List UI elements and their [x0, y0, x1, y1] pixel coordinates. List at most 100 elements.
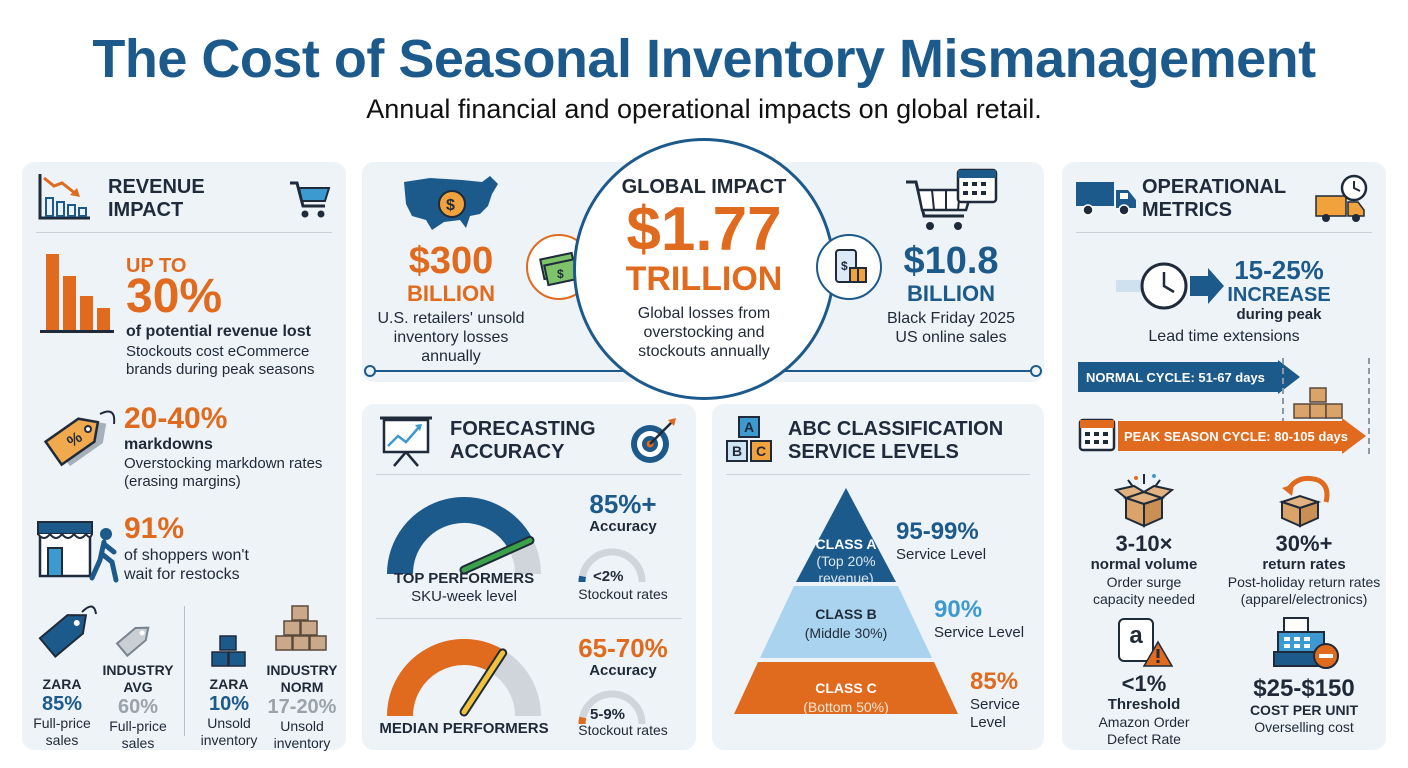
order-surge-value: 3-10×	[1115, 531, 1173, 556]
mini-gauge-fill	[578, 716, 587, 725]
operational-heading-line1: OPERATIONAL	[1142, 176, 1287, 198]
shopper-leaving-store-icon	[37, 521, 119, 583]
black-friday-desc-1: Black Friday 2025	[886, 310, 1016, 327]
amazon-letter: a	[1118, 618, 1154, 662]
gauge-needle	[461, 650, 506, 715]
oversell-cost-value: $25-$150	[1253, 675, 1355, 702]
compare-industry-unsold-value: 17-20%	[267, 696, 337, 718]
median-performers-label: MEDIAN PERFORMERS	[379, 720, 549, 737]
class-c-name: CLASS C	[815, 680, 877, 696]
global-impact-desc-3: stockouts annually	[638, 343, 770, 360]
falling-bars-icon	[40, 254, 114, 333]
compare-industry-fullprice-desc-1: Full-price	[109, 718, 167, 734]
median-stockout-label: Stockout rates	[578, 722, 668, 738]
bursting-box-icon	[1114, 474, 1174, 528]
us-losses-desc-2: inventory losses	[393, 329, 509, 346]
global-impact-circle	[573, 138, 835, 400]
shopping-cart-icon	[290, 181, 331, 218]
revenue-up-to: UP TO	[126, 255, 187, 277]
top-performers-gauge	[387, 497, 541, 575]
global-impact-desc-1: Global losses from	[637, 305, 771, 322]
lead-time-unit: INCREASE	[1227, 284, 1331, 306]
global-impact-desc-2: overstocking and	[643, 324, 765, 341]
forecasting-heading-line1: FORECASTING	[450, 418, 596, 440]
us-losses-desc-1: U.S. retailers' unsold	[377, 310, 525, 327]
amazon-warning-icon: a	[1118, 618, 1176, 668]
class-b-name: CLASS B	[815, 606, 877, 622]
global-impact-unit: TRILLION	[625, 260, 783, 298]
svg-text:$: $	[557, 267, 564, 281]
compare-zara-fullprice-desc-1: Full-price	[33, 715, 91, 731]
mini-gauge-track	[578, 690, 646, 725]
compare-industry-norm-name-1: INDUSTRY	[266, 662, 338, 678]
revenue-lost-desc-2: brands during peak seasons	[126, 361, 315, 378]
compare-zara-unsold-value: 10%	[208, 693, 250, 715]
median-stockout-mini-gauge	[578, 690, 646, 725]
gauge-needle	[461, 537, 533, 573]
compare-industry-avg-name-2: AVG	[123, 679, 153, 695]
black-friday-unit: BILLION	[907, 281, 995, 306]
gauge-fill	[387, 639, 505, 717]
us-losses-unit: BILLION	[407, 281, 495, 306]
defect-rate-label: Threshold	[1107, 696, 1181, 713]
top-performers-label: TOP PERFORMERS	[393, 570, 535, 587]
pyramid-class-b	[760, 586, 932, 658]
compare-industry-unsold-desc-2: inventory	[273, 735, 331, 751]
forecasting-panel: FORECASTING ACCURACY TOP PERFORMERS SKU-…	[362, 404, 696, 750]
compare-zara-unsold-desc-1: Unsold	[207, 715, 251, 731]
median-accuracy-value: 65-70%	[578, 633, 668, 663]
gift-phone-badge-icon: $	[816, 234, 882, 300]
us-losses-value: $300	[408, 240, 494, 282]
cash-register-icon	[1273, 617, 1339, 669]
normal-cycle-arrow: NORMAL CYCLE: 51-67 days	[1078, 360, 1300, 394]
presentation-board-icon	[380, 416, 432, 467]
class-a-name: CLASS A	[815, 536, 877, 552]
defect-rate-desc-2: Defect Rate	[1107, 731, 1181, 747]
compare-zara-fullprice-desc-2: sales	[45, 732, 79, 748]
order-surge-desc-2: capacity needed	[1093, 591, 1195, 607]
compare-zara-fullprice-value: 85%	[41, 693, 83, 715]
class-c-service-value: 85%	[970, 668, 1019, 695]
us-losses-desc-3: annually	[421, 348, 481, 365]
oversell-cost-desc: Overselling cost	[1254, 719, 1354, 735]
top-accuracy-label: Accuracy	[589, 518, 657, 535]
forecasting-heading-line2: ACCURACY	[450, 441, 565, 463]
page-title: The Cost of Seasonal Inventory Mismanage…	[92, 29, 1316, 89]
class-c-service-label-1: Service	[970, 696, 1021, 713]
compare-zara-name-1: ZARA	[42, 676, 82, 692]
return-rate-value: 30%+	[1275, 531, 1333, 556]
median-accuracy-label: Accuracy	[589, 662, 657, 679]
return-rate-desc-1: Post-holiday return rates	[1227, 574, 1381, 590]
return-rate-desc-2: (apparel/electronics)	[1240, 591, 1368, 607]
return-box-icon	[1278, 475, 1330, 528]
mini-gauge-fill	[578, 575, 586, 583]
pyramid-class-a	[796, 488, 896, 582]
shoppers-desc-1: of shoppers won't	[124, 547, 249, 564]
return-rate-label: return rates	[1262, 556, 1346, 573]
zara-tag-icon	[38, 605, 97, 659]
top-stockout-value: <2%	[593, 568, 624, 585]
top-accuracy-value: 85%+	[589, 489, 657, 519]
global-impact-value: $1.77	[626, 195, 782, 264]
zara-boxes-icon	[211, 635, 246, 667]
svg-text:$: $	[841, 259, 848, 273]
revenue-lost-desc-1: Stockouts cost eCommerce	[126, 343, 310, 360]
compare-industry-fullprice-desc-2: sales	[121, 735, 155, 751]
compare-zara-name-2: ZARA	[209, 676, 249, 692]
global-impact-label: GLOBAL IMPACT	[621, 176, 787, 198]
abc-blocks-icon: A B C	[724, 416, 780, 466]
top-performers-sub: SKU-week level	[411, 588, 517, 605]
median-performers-gauge	[387, 639, 541, 717]
delivery-truck-icon	[1076, 182, 1136, 216]
markdown-desc-1: Overstocking markdown rates	[124, 455, 323, 472]
global-impact-panel: $ $300 BILLION U.S. retailers' unsold in…	[362, 138, 1044, 400]
lead-time-value: 15-25%	[1234, 255, 1324, 285]
order-surge-desc-1: Order surge	[1106, 574, 1182, 590]
mini-gauge-track	[578, 548, 646, 583]
abc-block-b: B	[726, 440, 748, 462]
revenue-panel: REVENUE IMPACT UP TO 30% of potential re…	[22, 162, 346, 751]
page-subtitle: Annual financial and operational impacts…	[366, 94, 1042, 124]
markdown-value: 20-40%	[124, 402, 228, 435]
black-friday-value: $10.8	[903, 240, 999, 282]
operational-heading-line2: METRICS	[1142, 199, 1232, 221]
